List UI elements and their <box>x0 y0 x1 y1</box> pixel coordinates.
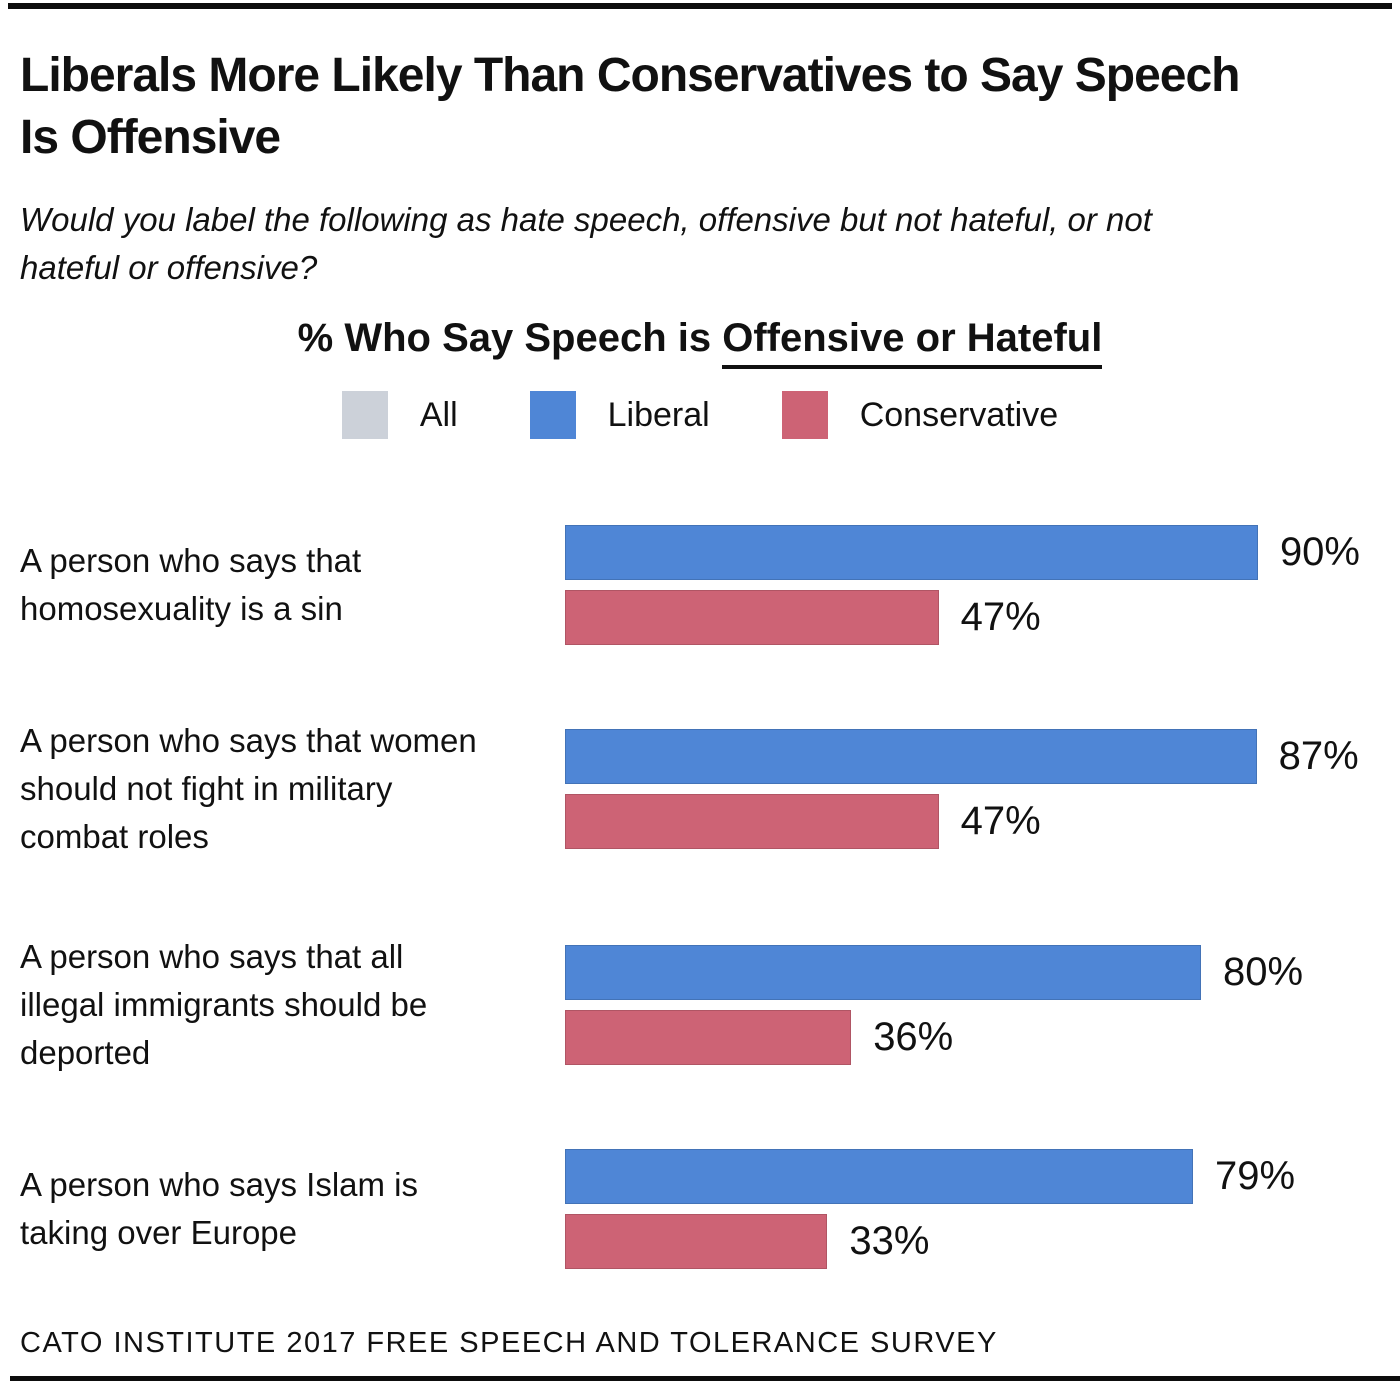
conservative-bar <box>565 1010 852 1065</box>
legend-label: Conservative <box>859 395 1059 434</box>
top-rule <box>8 3 1392 9</box>
liberal-bar-line: 80% <box>565 945 1360 1000</box>
chart-title-prefix: % Who Say Speech is <box>297 316 723 360</box>
conservative-bar <box>565 590 939 645</box>
liberal-value-label: 80% <box>1223 950 1304 994</box>
conservative-bar-line: 33% <box>565 1214 1360 1269</box>
conservative-bar-line: 36% <box>565 1010 1360 1065</box>
survey-question-line-2: hateful or offensive? <box>20 249 318 286</box>
liberal-value-label: 87% <box>1278 734 1359 778</box>
liberal-bar-line: 87% <box>565 729 1360 784</box>
page-title: Liberals More Likely Than Conservatives … <box>20 45 1380 169</box>
category-label: A person who says Islam is taking over Eu… <box>20 1166 418 1251</box>
conservative-bar <box>565 1214 828 1269</box>
liberal-bar <box>565 945 1201 1000</box>
liberal-bar <box>565 1149 1194 1204</box>
conservative-value-label: 36% <box>873 1015 954 1059</box>
liberal-value-label: 79% <box>1215 1154 1296 1198</box>
chart-row: A person who says that homosexuality is a… <box>20 525 1380 645</box>
category-label: A person who says that women should not f… <box>20 722 477 855</box>
chart-row: A person who says that all illegal immigr… <box>20 933 1380 1077</box>
chart-title-underlined: Offensive or Hateful <box>722 316 1103 369</box>
page-title-line-2: Is Offensive <box>20 111 281 164</box>
conservative-bar-line: 47% <box>565 590 1360 645</box>
conservative-bar-line: 47% <box>565 794 1360 849</box>
page-title-line-1: Liberals More Likely Than Conservatives … <box>20 49 1240 102</box>
chart-row: A person who says Islam is taking over Eu… <box>20 1149 1380 1269</box>
category-label: A person who says that all illegal immigr… <box>20 938 428 1071</box>
legend-swatch <box>781 391 828 439</box>
conservative-value-label: 47% <box>960 595 1041 639</box>
bar-group: 87% 47% <box>565 729 1360 849</box>
legend: All Liberal Conservative <box>20 391 1380 439</box>
bar-group: 90% 47% <box>565 525 1360 645</box>
liberal-bar-line: 90% <box>565 525 1360 580</box>
legend-swatch <box>529 391 576 439</box>
legend-item: Liberal <box>529 391 710 439</box>
conservative-value-label: 47% <box>960 799 1041 843</box>
chart-row: A person who says that women should not f… <box>20 717 1380 861</box>
survey-question-line-1: Would you label the following as hate sp… <box>20 201 1152 238</box>
survey-question: Would you label the following as hate sp… <box>20 196 1380 292</box>
liberal-bar <box>565 729 1257 784</box>
liberal-value-label: 90% <box>1279 530 1360 574</box>
conservative-value-label: 33% <box>849 1219 930 1263</box>
chart-title: % Who Say Speech is Offensive or Hateful <box>20 316 1380 369</box>
liberal-bar-line: 79% <box>565 1149 1360 1204</box>
bar-group: 79% 33% <box>565 1149 1360 1269</box>
legend-item: Conservative <box>781 391 1059 439</box>
category-label: A person who says that homosexuality is a… <box>20 542 362 627</box>
legend-label: All <box>419 395 458 434</box>
liberal-bar <box>565 525 1258 580</box>
bottom-rule <box>10 1376 1400 1381</box>
conservative-bar <box>565 794 939 849</box>
chart-container: Liberals More Likely Than Conservatives … <box>0 45 1400 1360</box>
legend-item: All <box>341 391 458 439</box>
bar-group: 80% 36% <box>565 945 1360 1065</box>
legend-label: Liberal <box>607 395 710 434</box>
legend-swatch <box>341 391 388 439</box>
chart-rows: A person who says that homosexuality is a… <box>20 525 1380 1269</box>
